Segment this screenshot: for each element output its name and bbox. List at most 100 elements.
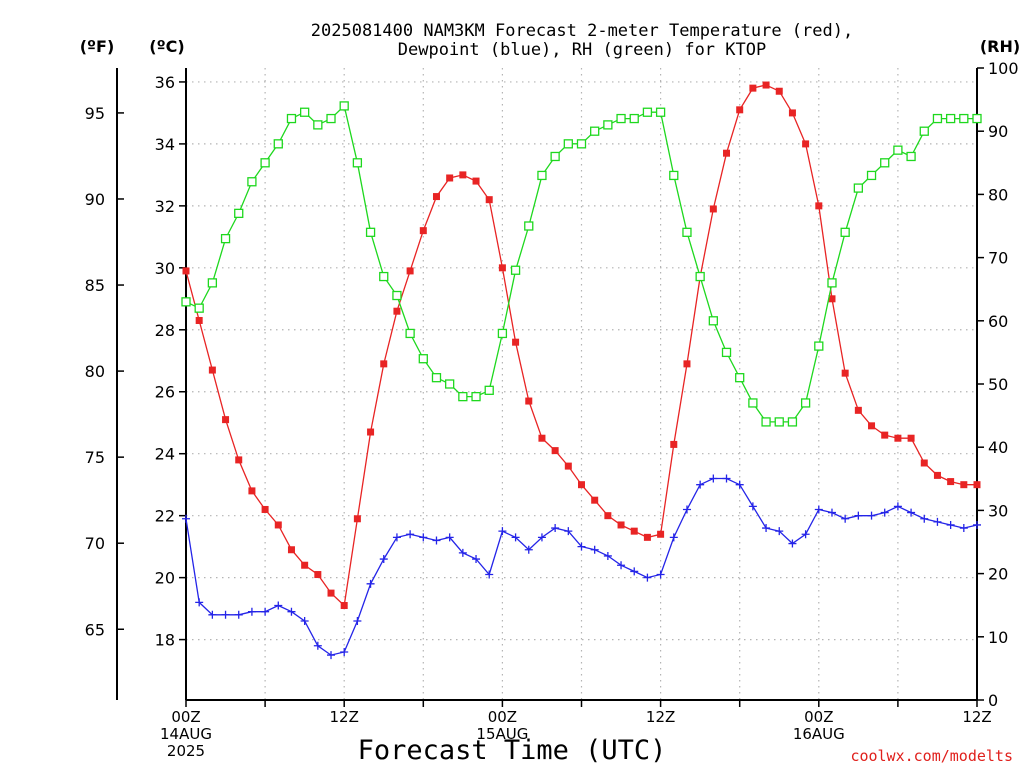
chart-title-line-1: 2025081400 NAM3KM Forecast 2-meter Tempe… [311, 21, 853, 41]
rh-point [695, 271, 705, 282]
rh-point [352, 158, 363, 168]
rh-tick-label: 50 [988, 375, 1008, 394]
rh-point [669, 170, 679, 181]
rh-point [774, 417, 784, 427]
rh-point [194, 303, 204, 313]
temperature-point [182, 267, 190, 275]
rh-point [220, 233, 231, 244]
dewpoint-point [524, 545, 533, 554]
rh-point [365, 227, 376, 237]
temperature-point [432, 193, 440, 201]
chart-title-line-2: Dewpoint (blue), RH (green) for KTOP [398, 40, 766, 60]
dewpoint-point [564, 527, 573, 536]
temperature-point [868, 422, 876, 430]
rh-point [735, 373, 745, 383]
rh-point [616, 113, 626, 124]
temperature-point [340, 602, 348, 610]
temperature-point [551, 447, 559, 455]
temperature-point [854, 406, 862, 414]
dewpoint-point [893, 502, 902, 511]
rh-point [339, 101, 349, 111]
temperature-point [815, 202, 823, 210]
rh-unit-label: (RH) [980, 37, 1020, 56]
fahrenheit-tick-label: 85 [85, 276, 105, 295]
temperature-point [643, 533, 651, 541]
dewpoint-point [577, 542, 586, 551]
temperature-point [327, 589, 335, 597]
rh-point [313, 120, 323, 130]
temperature-point [314, 571, 322, 579]
temperature-point [775, 87, 783, 95]
rh-point [919, 126, 929, 136]
rh-tick-label: 40 [988, 438, 1008, 457]
rh-tick-label: 70 [988, 249, 1008, 268]
dewpoint-point [854, 511, 863, 520]
temperature-point [235, 456, 243, 464]
dewpoint-point [603, 551, 612, 560]
dewpoint-point [182, 514, 190, 523]
celsius-tick-label: 28 [155, 321, 175, 340]
temperature-point [564, 462, 572, 470]
dewpoint-point [353, 617, 362, 625]
rh-point [642, 107, 653, 117]
credit-label: coolwx.com/modelts [850, 747, 1013, 765]
dewpoint-point [537, 533, 546, 542]
x-tick-label: 16AUG [793, 725, 845, 743]
temperature-point [960, 481, 968, 489]
temperature-point [208, 366, 216, 374]
temperature-point [538, 434, 546, 442]
temperature-point [287, 546, 295, 554]
dewpoint-point [458, 548, 467, 557]
dewpoint-point [801, 530, 810, 539]
rh-point [959, 113, 969, 124]
rh-point [181, 297, 191, 307]
rh-point [590, 126, 600, 136]
temperature-point [828, 295, 836, 303]
temperature-point [248, 487, 256, 495]
dewpoint-point [379, 555, 388, 564]
temperature-point [933, 471, 941, 479]
rh-point [537, 170, 547, 181]
temperature-point [380, 360, 388, 368]
rh-point [655, 107, 666, 117]
rh-point [392, 290, 402, 301]
rh-point [945, 113, 956, 124]
x-tick-label: 00Z [488, 708, 517, 726]
dewpoint-point [814, 505, 823, 514]
temperature-point [881, 431, 889, 439]
temperature-point [788, 109, 796, 117]
celsius-unit-label: (ºC) [149, 37, 184, 56]
temperature-point [802, 140, 810, 148]
dewpoint-point [498, 527, 507, 536]
dewpoint-point [366, 579, 375, 588]
rh-point [563, 139, 573, 149]
dewpoint-point [643, 573, 652, 582]
x-tick-label: 12Z [646, 708, 675, 726]
temperature-point [630, 527, 638, 535]
rh-tick-label: 60 [988, 312, 1008, 331]
rh-point [880, 158, 890, 168]
celsius-tick-label: 34 [155, 135, 175, 154]
rh-point [721, 347, 732, 358]
dewpoint-point [775, 527, 784, 536]
dewpoint-point [472, 555, 481, 564]
x-tick-label: 14AUG [160, 725, 212, 743]
rh-point [972, 113, 982, 124]
dewpoint-point [907, 508, 916, 517]
fahrenheit-tick-label: 90 [85, 190, 105, 209]
dewpoint-point [709, 474, 718, 483]
fahrenheit-tick-label: 95 [85, 104, 105, 123]
dewpoint-point [669, 533, 678, 542]
rh-point [761, 417, 771, 427]
temperature-point [973, 481, 981, 489]
rh-point [458, 391, 468, 402]
temperature-point [841, 369, 849, 377]
dewpoint-point [722, 474, 731, 483]
dewpoint-point [432, 536, 441, 545]
rh-point [445, 379, 455, 389]
rh-point [379, 271, 389, 282]
celsius-tick-label: 22 [155, 507, 175, 526]
fahrenheit-unit-label: (ºF) [80, 37, 115, 56]
rh-tick-label: 30 [988, 501, 1008, 520]
